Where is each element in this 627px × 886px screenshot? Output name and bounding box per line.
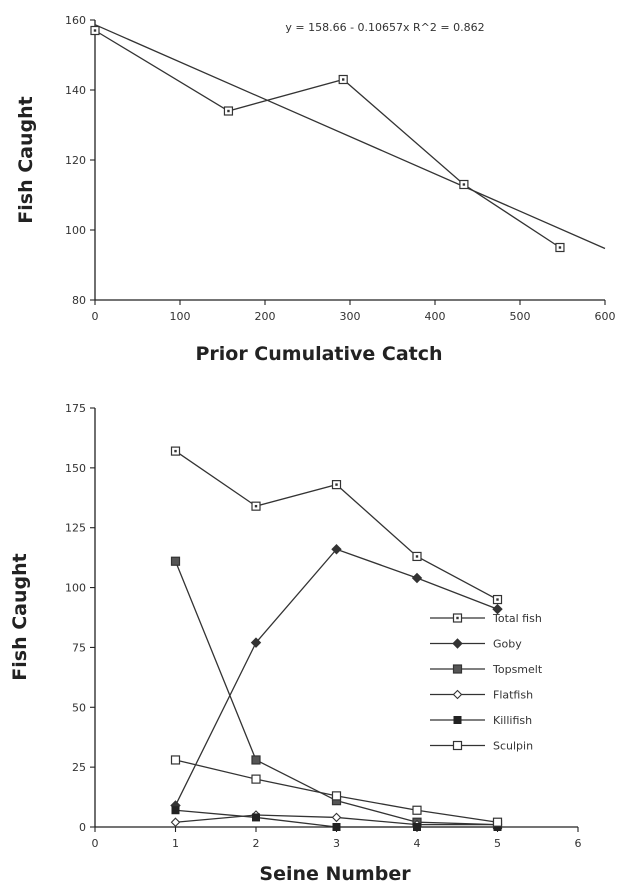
legend-marker-total-fish <box>452 613 463 623</box>
y-axis-title-2: Fish Caught <box>9 553 31 680</box>
y-tick-label: 75 <box>72 641 86 654</box>
data-point-goby <box>411 572 423 584</box>
x-tick-label: 1 <box>172 837 179 850</box>
data-point <box>338 74 348 85</box>
data-point-killifish <box>171 806 180 815</box>
data-point-goby <box>492 603 503 615</box>
data-point-sculpin <box>331 791 342 801</box>
y-tick-label: 50 <box>72 701 86 714</box>
data-point-killifish <box>252 813 260 822</box>
y-tick-label: 100 <box>65 224 86 237</box>
regression-equation: y = 158.66 - 0.10657x R^2 = 0.862 <box>285 21 484 34</box>
x-tick-label: 2 <box>253 837 260 850</box>
legend-label-flatfish: Flatfish <box>493 689 533 702</box>
data-point-killifish <box>413 823 421 831</box>
y-tick-label: 25 <box>72 761 86 774</box>
data-point-total-fish <box>412 551 422 562</box>
x-tick-label: 6 <box>575 837 582 850</box>
x-tick-label: 4 <box>414 837 421 850</box>
x-tick-label: 0 <box>92 310 99 323</box>
data-point <box>459 179 469 190</box>
x-tick-label: 100 <box>170 310 191 323</box>
data-point <box>90 25 100 36</box>
data-point-total-fish <box>170 446 181 456</box>
regression-line <box>94 24 606 250</box>
data-point-sculpin <box>492 817 503 827</box>
legend-marker-flatfish <box>452 689 463 700</box>
series-line-goby <box>174 548 498 806</box>
legend: Total fish Goby Topsmelt Flatfish Killifish S… <box>430 612 543 753</box>
y-tick-label: 175 <box>65 402 86 415</box>
chart-cumulative-catch: y = 158.66 - 0.10657x R^2 = 0.862 Prior … <box>15 14 616 365</box>
legend-label-goby: Goby <box>493 638 522 651</box>
x-tick-label: 400 <box>425 310 446 323</box>
series-line-total-fish <box>175 450 498 601</box>
data-point-sculpin <box>412 805 422 815</box>
y-tick-label: 80 <box>72 294 86 307</box>
x-tick-label: 500 <box>510 310 531 323</box>
y-axis-title: Fish Caught <box>15 96 37 223</box>
data-point-goby <box>250 637 262 648</box>
data-point-sculpin <box>251 774 261 784</box>
legend-marker-topsmelt <box>452 664 463 674</box>
x-tick-label: 3 <box>333 837 340 850</box>
legend-label-topsmelt: Topsmelt <box>492 663 543 676</box>
data-point-total-fish <box>251 501 261 511</box>
legend-marker-sculpin <box>452 740 463 751</box>
data-point-flatfish <box>331 812 342 823</box>
legend-label-total-fish: Total fish <box>492 612 542 625</box>
data-point-killifish <box>332 823 341 831</box>
data-point-topsmelt <box>170 556 181 566</box>
x-axis-title: Prior Cumulative Catch <box>195 343 442 365</box>
legend-marker-goby <box>452 638 463 649</box>
data-point <box>223 106 234 116</box>
data-point-total-fish <box>331 480 342 490</box>
x-axis-title-2: Seine Number <box>259 863 411 885</box>
x-tick-label: 200 <box>255 310 276 323</box>
data-point-total-fish <box>492 594 503 605</box>
y-tick-label: 100 <box>65 582 86 595</box>
series-line <box>94 29 561 249</box>
x-tick-label: 600 <box>595 310 616 323</box>
y-tick-label: 125 <box>65 522 86 535</box>
data-point-topsmelt <box>251 755 261 765</box>
y-tick-label: 140 <box>65 84 86 97</box>
series-line-topsmelt <box>174 560 498 826</box>
data-point-flatfish <box>170 817 181 827</box>
y-tick-label: 0 <box>79 821 86 834</box>
x-tick-label: 5 <box>494 837 501 850</box>
legend-marker-killifish <box>453 716 462 724</box>
legend-label-killifish: Killifish <box>493 714 532 727</box>
x-tick-label: 0 <box>92 837 99 850</box>
data-point <box>555 242 565 253</box>
data-point-sculpin <box>170 755 181 765</box>
y-tick-label: 160 <box>65 14 86 27</box>
y-tick-label: 120 <box>65 154 86 167</box>
x-tick-label: 300 <box>340 310 361 323</box>
data-point-goby <box>331 544 342 555</box>
legend-label-sculpin: Sculpin <box>493 740 533 753</box>
chart-seine-number: Seine Number Fish Caught Total fishGobyT… <box>9 402 582 885</box>
y-tick-label: 150 <box>65 462 86 475</box>
